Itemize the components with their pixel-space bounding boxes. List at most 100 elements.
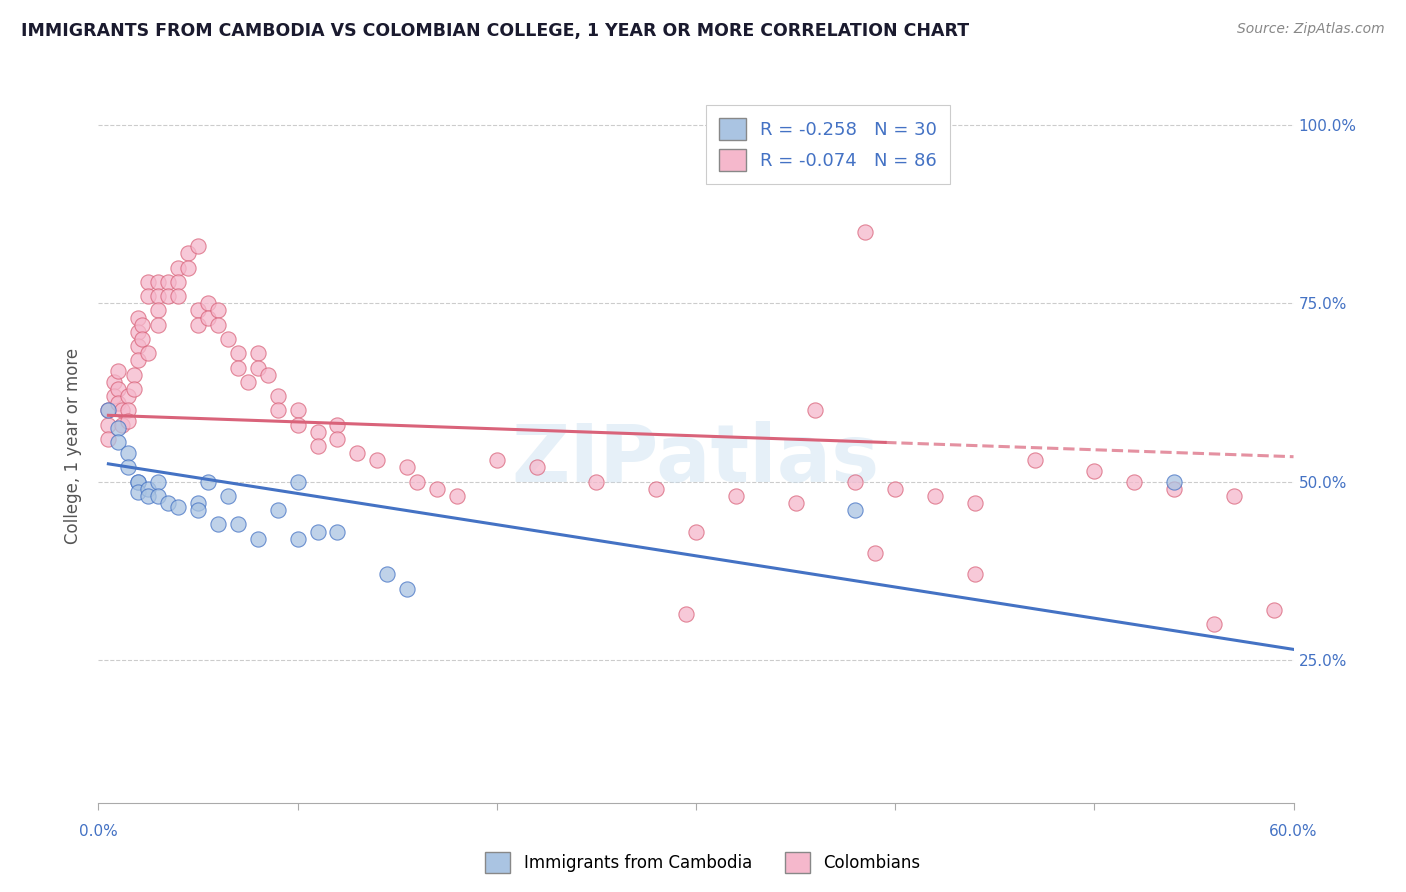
Point (287, 417, 309, 432)
Legend: Immigrants from Cambodia, Colombians: Immigrants from Cambodia, Colombians (478, 846, 928, 880)
Point (167, 260, 190, 275)
Text: ZIPatlas: ZIPatlas (512, 421, 880, 500)
Point (675, 607, 697, 621)
Point (267, 403, 290, 417)
Point (167, 289, 190, 303)
Point (724, 489, 747, 503)
Point (217, 332, 239, 346)
Point (406, 475, 429, 489)
Point (326, 524, 349, 539)
Point (117, 446, 139, 460)
Point (396, 460, 419, 475)
Point (785, 496, 807, 510)
Point (127, 353, 149, 368)
Point (97, 403, 120, 417)
Point (107, 421, 129, 435)
Point (207, 318, 229, 332)
Point (127, 475, 149, 489)
Point (103, 375, 125, 389)
Point (217, 489, 239, 503)
Y-axis label: College, 1 year or more: College, 1 year or more (65, 348, 83, 544)
Point (136, 346, 159, 360)
Point (187, 318, 209, 332)
Point (1123, 475, 1146, 489)
Point (924, 489, 946, 503)
Point (307, 524, 329, 539)
Point (107, 435, 129, 450)
Point (485, 453, 508, 467)
Point (446, 489, 468, 503)
Point (426, 482, 449, 496)
Point (187, 239, 209, 253)
Point (366, 453, 388, 467)
Point (127, 339, 149, 353)
Point (207, 517, 229, 532)
Point (963, 567, 986, 582)
Point (853, 225, 876, 239)
Point (1024, 453, 1046, 467)
Point (136, 489, 159, 503)
Point (1163, 482, 1185, 496)
Point (884, 482, 907, 496)
Point (226, 346, 249, 360)
Point (97, 432, 120, 446)
Point (127, 485, 149, 500)
Point (207, 303, 229, 318)
Point (131, 318, 153, 332)
Point (148, 475, 170, 489)
Point (107, 364, 129, 378)
Point (97, 417, 120, 432)
Point (107, 396, 129, 410)
Point (187, 303, 209, 318)
Point (157, 275, 180, 289)
Point (136, 482, 159, 496)
Legend: R = -0.258   N = 30, R = -0.074   N = 86: R = -0.258 N = 30, R = -0.074 N = 86 (706, 105, 950, 184)
Point (187, 496, 209, 510)
Point (117, 403, 139, 417)
Point (346, 446, 368, 460)
Point (267, 503, 290, 517)
Point (287, 403, 309, 417)
Point (326, 432, 349, 446)
Point (124, 368, 146, 382)
Point (157, 496, 180, 510)
Point (117, 389, 139, 403)
Point (197, 296, 219, 310)
Point (645, 482, 668, 496)
Point (131, 332, 153, 346)
Point (685, 524, 707, 539)
Point (136, 275, 159, 289)
Point (111, 417, 134, 432)
Point (167, 275, 190, 289)
Point (148, 275, 170, 289)
Point (1163, 475, 1185, 489)
Point (1202, 617, 1225, 632)
Point (1083, 464, 1105, 478)
Point (326, 417, 349, 432)
Point (117, 460, 139, 475)
Point (157, 289, 180, 303)
Text: Source: ZipAtlas.com: Source: ZipAtlas.com (1237, 22, 1385, 37)
Point (375, 567, 398, 582)
Point (226, 517, 249, 532)
Point (226, 360, 249, 375)
Point (963, 496, 986, 510)
Point (97, 403, 120, 417)
Point (187, 503, 209, 517)
Text: 60.0%: 60.0% (1270, 824, 1317, 839)
Point (396, 582, 419, 596)
Point (307, 425, 329, 439)
Point (124, 382, 146, 396)
Point (307, 439, 329, 453)
Point (256, 368, 278, 382)
Point (197, 475, 219, 489)
Point (526, 460, 548, 475)
Text: 0.0%: 0.0% (79, 824, 118, 839)
Point (177, 246, 200, 260)
Point (804, 403, 827, 417)
Point (127, 310, 149, 325)
Point (127, 325, 149, 339)
Point (863, 546, 887, 560)
Point (107, 382, 129, 396)
Point (148, 489, 170, 503)
